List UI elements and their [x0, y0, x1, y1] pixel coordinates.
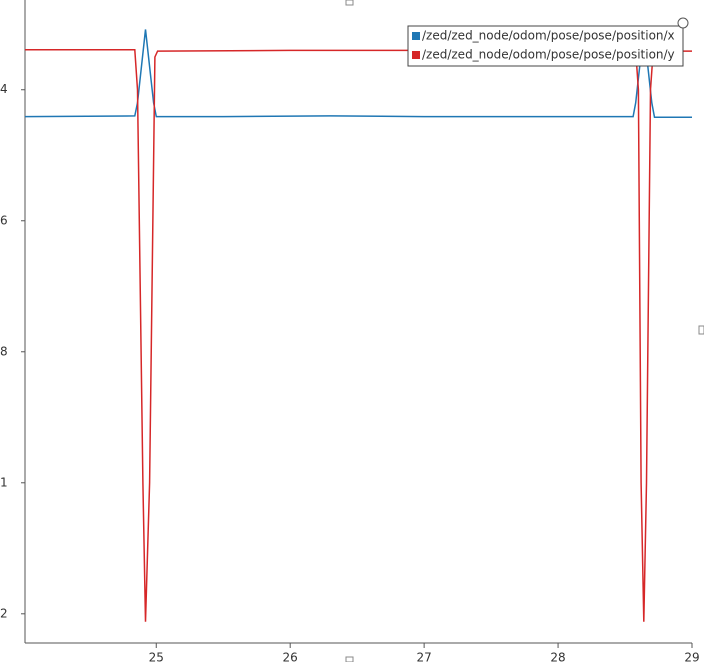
legend-label: /zed/zed_node/odom/pose/pose/position/x	[422, 29, 675, 43]
handle	[698, 325, 704, 335]
y-tick-label: 6	[0, 213, 8, 227]
legend-swatch	[412, 32, 420, 40]
y-tick-label: 2	[0, 606, 8, 620]
x-tick-label: 29	[684, 651, 699, 663]
x-tick-label: 26	[283, 651, 298, 663]
y-tick-label: 4	[0, 82, 8, 96]
legend-handle	[677, 17, 689, 29]
legend-box	[407, 25, 684, 67]
series-line	[25, 49, 692, 622]
y-tick-label: 1	[0, 475, 8, 489]
x-tick-label: 28	[550, 651, 565, 663]
legend-label: /zed/zed_node/odom/pose/pose/position/y	[422, 48, 675, 62]
series-line	[24, 29, 692, 119]
handle	[345, 0, 354, 6]
x-tick-label: 27	[416, 651, 431, 663]
y-tick-label: 8	[0, 344, 8, 358]
legend: /zed/zed_node/odom/pose/pose/position/x /…	[407, 25, 684, 67]
x-tick-label: 25	[149, 651, 164, 663]
legend-swatch	[412, 51, 420, 59]
